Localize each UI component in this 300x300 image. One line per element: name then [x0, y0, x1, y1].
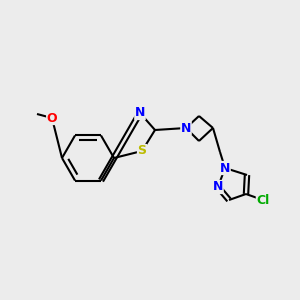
Text: Cl: Cl: [256, 194, 270, 206]
Text: N: N: [220, 161, 230, 175]
Text: N: N: [213, 181, 223, 194]
Text: S: S: [137, 145, 146, 158]
Text: N: N: [181, 122, 191, 134]
Text: O: O: [47, 112, 57, 124]
Text: N: N: [135, 106, 145, 119]
